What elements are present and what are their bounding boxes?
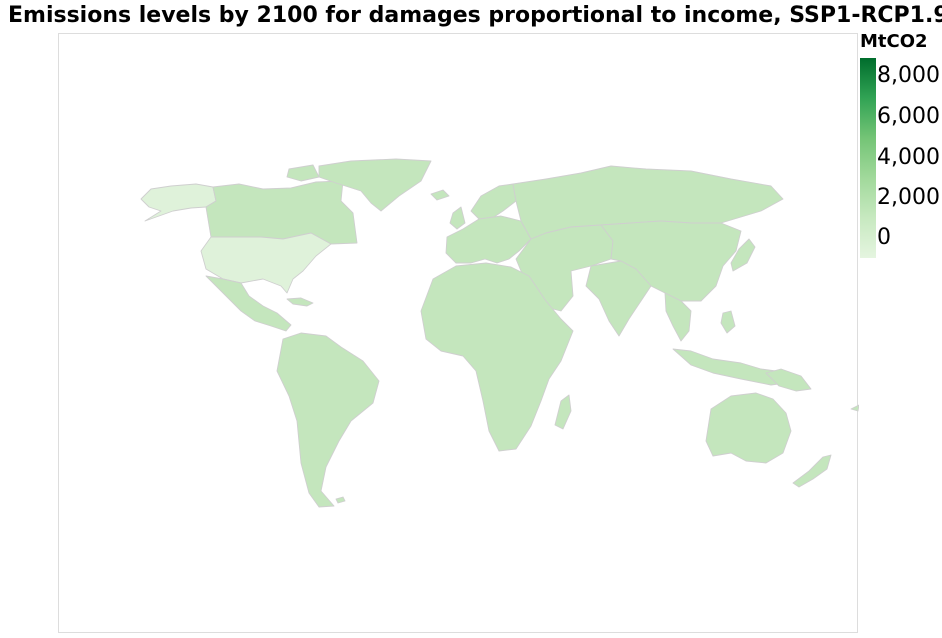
legend-tick-8000: 8,000 — [877, 63, 940, 88]
region-australia[interactable] — [705, 392, 792, 464]
legend-tick-0: 0 — [877, 225, 891, 250]
legend-tick-6000: 6,000 — [877, 104, 940, 129]
region-iceland[interactable] — [430, 189, 450, 201]
legend-tick-4000: 4,000 — [877, 145, 940, 170]
region-caribbean[interactable] — [286, 297, 314, 307]
region-madagascar[interactable] — [554, 394, 572, 430]
region-south-america[interactable] — [276, 332, 380, 508]
world-map-svg — [140, 158, 859, 508]
region-pacific-islands[interactable] — [850, 404, 859, 412]
region-mexico[interactable] — [205, 275, 292, 332]
world-map — [58, 33, 859, 633]
region-greenland[interactable] — [318, 158, 432, 212]
region-japan[interactable] — [730, 238, 756, 272]
region-falklands[interactable] — [335, 496, 346, 504]
region-usa[interactable] — [200, 232, 332, 294]
region-east-asia[interactable] — [600, 220, 742, 302]
region-southeast-asia[interactable] — [664, 292, 692, 342]
region-uk[interactable] — [449, 206, 466, 230]
region-scandinavia[interactable] — [470, 183, 517, 220]
region-arctic-islands[interactable] — [286, 164, 320, 182]
region-europe[interactable] — [445, 215, 532, 264]
region-india[interactable] — [585, 260, 652, 337]
legend-tick-2000: 2,000 — [877, 185, 940, 210]
region-new-zealand[interactable] — [792, 454, 832, 488]
legend-color-bar — [860, 58, 876, 258]
region-africa[interactable] — [420, 262, 574, 452]
region-new-guinea[interactable] — [765, 368, 812, 392]
region-philippines[interactable] — [720, 310, 736, 334]
region-alaska[interactable] — [140, 183, 217, 222]
region-canada[interactable] — [205, 180, 358, 245]
chart-title: Emissions levels by 2100 for damages pro… — [8, 3, 942, 28]
legend-unit-label: MtCO2 — [860, 31, 928, 52]
